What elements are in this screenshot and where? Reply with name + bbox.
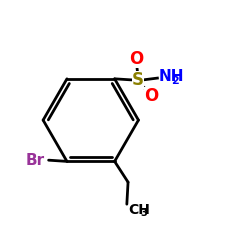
Text: S: S: [132, 71, 144, 89]
Text: O: O: [130, 50, 144, 68]
Text: NH: NH: [158, 70, 184, 84]
Text: CH: CH: [128, 202, 150, 216]
Text: Br: Br: [26, 153, 45, 168]
Text: 3: 3: [140, 208, 147, 218]
Text: O: O: [144, 87, 158, 105]
Text: 2: 2: [171, 76, 179, 86]
